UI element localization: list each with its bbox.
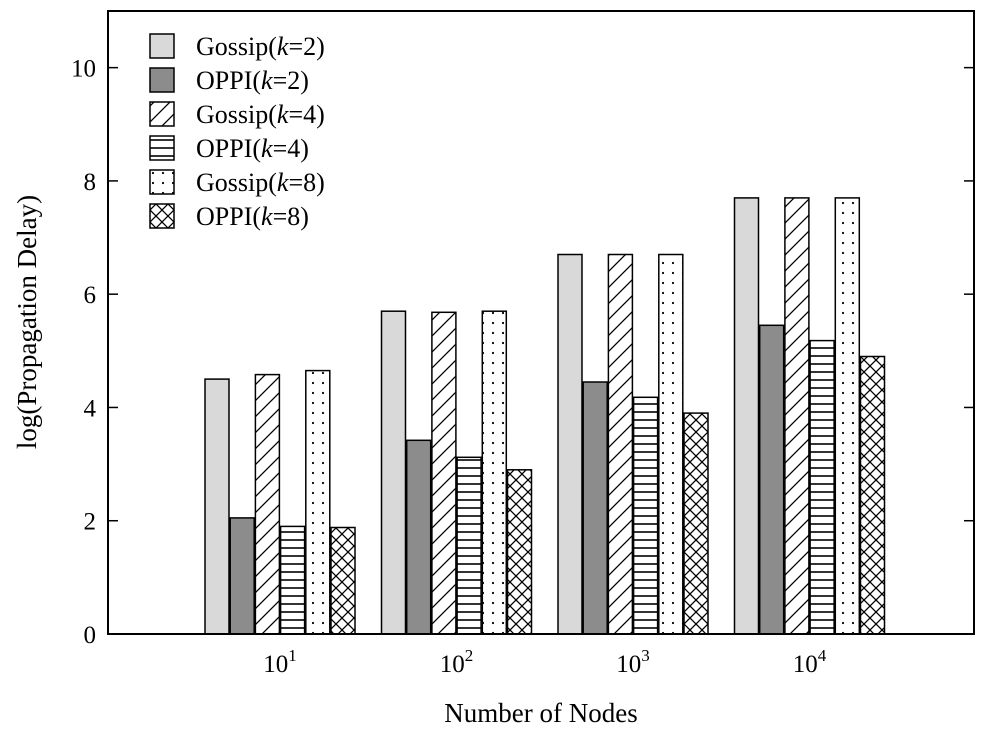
bar-3-cat-2 — [431, 311, 457, 635]
bar-3-cat-1 — [254, 373, 281, 635]
y-tick-label: 0 — [84, 622, 97, 649]
bar-5-cat-3 — [658, 253, 684, 635]
bar-6-cat-2 — [506, 469, 533, 635]
y-axis: 0 2 4 6 8 10 — [71, 56, 974, 649]
bar-5-cat-4 — [834, 197, 861, 635]
legend-label-2: OPPI(k=2) — [196, 66, 309, 95]
y-tick-label: 4 — [84, 395, 97, 422]
plot-frame — [107, 10, 975, 635]
bar-5-cat-1 — [305, 369, 331, 635]
bars-group — [204, 197, 886, 635]
bar-4-cat-1 — [279, 525, 306, 635]
bar-4-cat-2 — [456, 456, 482, 635]
x-tick-label: 103 — [616, 646, 650, 678]
y-tick-label: 6 — [84, 282, 97, 309]
x-tick-label: 102 — [440, 646, 474, 678]
bar-4-cat-4 — [809, 339, 835, 635]
bar-1-cat-4 — [733, 197, 760, 635]
legend-swatch-3 — [149, 101, 175, 127]
y-axis-label: log(Propagation Delay) — [12, 195, 42, 449]
legend-swatch-6 — [149, 203, 175, 229]
bar-1-cat-3 — [557, 253, 583, 635]
y-tick-label: 2 — [84, 509, 97, 536]
legend-label-3: Gossip(k=4) — [196, 100, 325, 129]
y-tick-label: 10 — [71, 56, 96, 83]
bar-2-cat-3 — [582, 381, 608, 635]
bar-3-cat-4 — [784, 197, 810, 635]
legend-swatch-4 — [149, 135, 175, 161]
y-tick-label: 8 — [84, 169, 97, 196]
legend-label-1: Gossip(k=2) — [196, 32, 325, 61]
legend-swatch-2 — [149, 67, 175, 93]
bar-5-cat-2 — [481, 310, 508, 635]
x-axis: 101 102 103 104 — [263, 626, 827, 678]
legend-label-5: Gossip(k=8) — [196, 168, 325, 197]
x-tick-label: 101 — [263, 646, 297, 678]
bar-2-cat-2 — [405, 439, 432, 635]
legend: Gossip(k=2) OPPI(k=2) Gossip(k=4) OPPI(k=4)… — [149, 32, 325, 231]
bar-2-cat-1 — [229, 517, 255, 635]
legend-swatch-5 — [149, 169, 175, 195]
legend-label-6: OPPI(k=8) — [196, 202, 309, 231]
bar-6-cat-4 — [859, 355, 886, 635]
bar-2-cat-4 — [758, 324, 785, 635]
bar-1-cat-2 — [380, 310, 407, 635]
bar-4-cat-3 — [632, 396, 659, 635]
bar-3-cat-3 — [607, 253, 634, 635]
legend-swatch-1 — [149, 33, 175, 59]
legend-label-4: OPPI(k=4) — [196, 134, 309, 163]
bar-6-cat-1 — [330, 526, 356, 635]
x-axis-label: Number of Nodes — [444, 698, 637, 728]
x-tick-label: 104 — [793, 646, 827, 678]
bar-6-cat-3 — [683, 412, 709, 635]
bar-1-cat-1 — [204, 378, 230, 635]
